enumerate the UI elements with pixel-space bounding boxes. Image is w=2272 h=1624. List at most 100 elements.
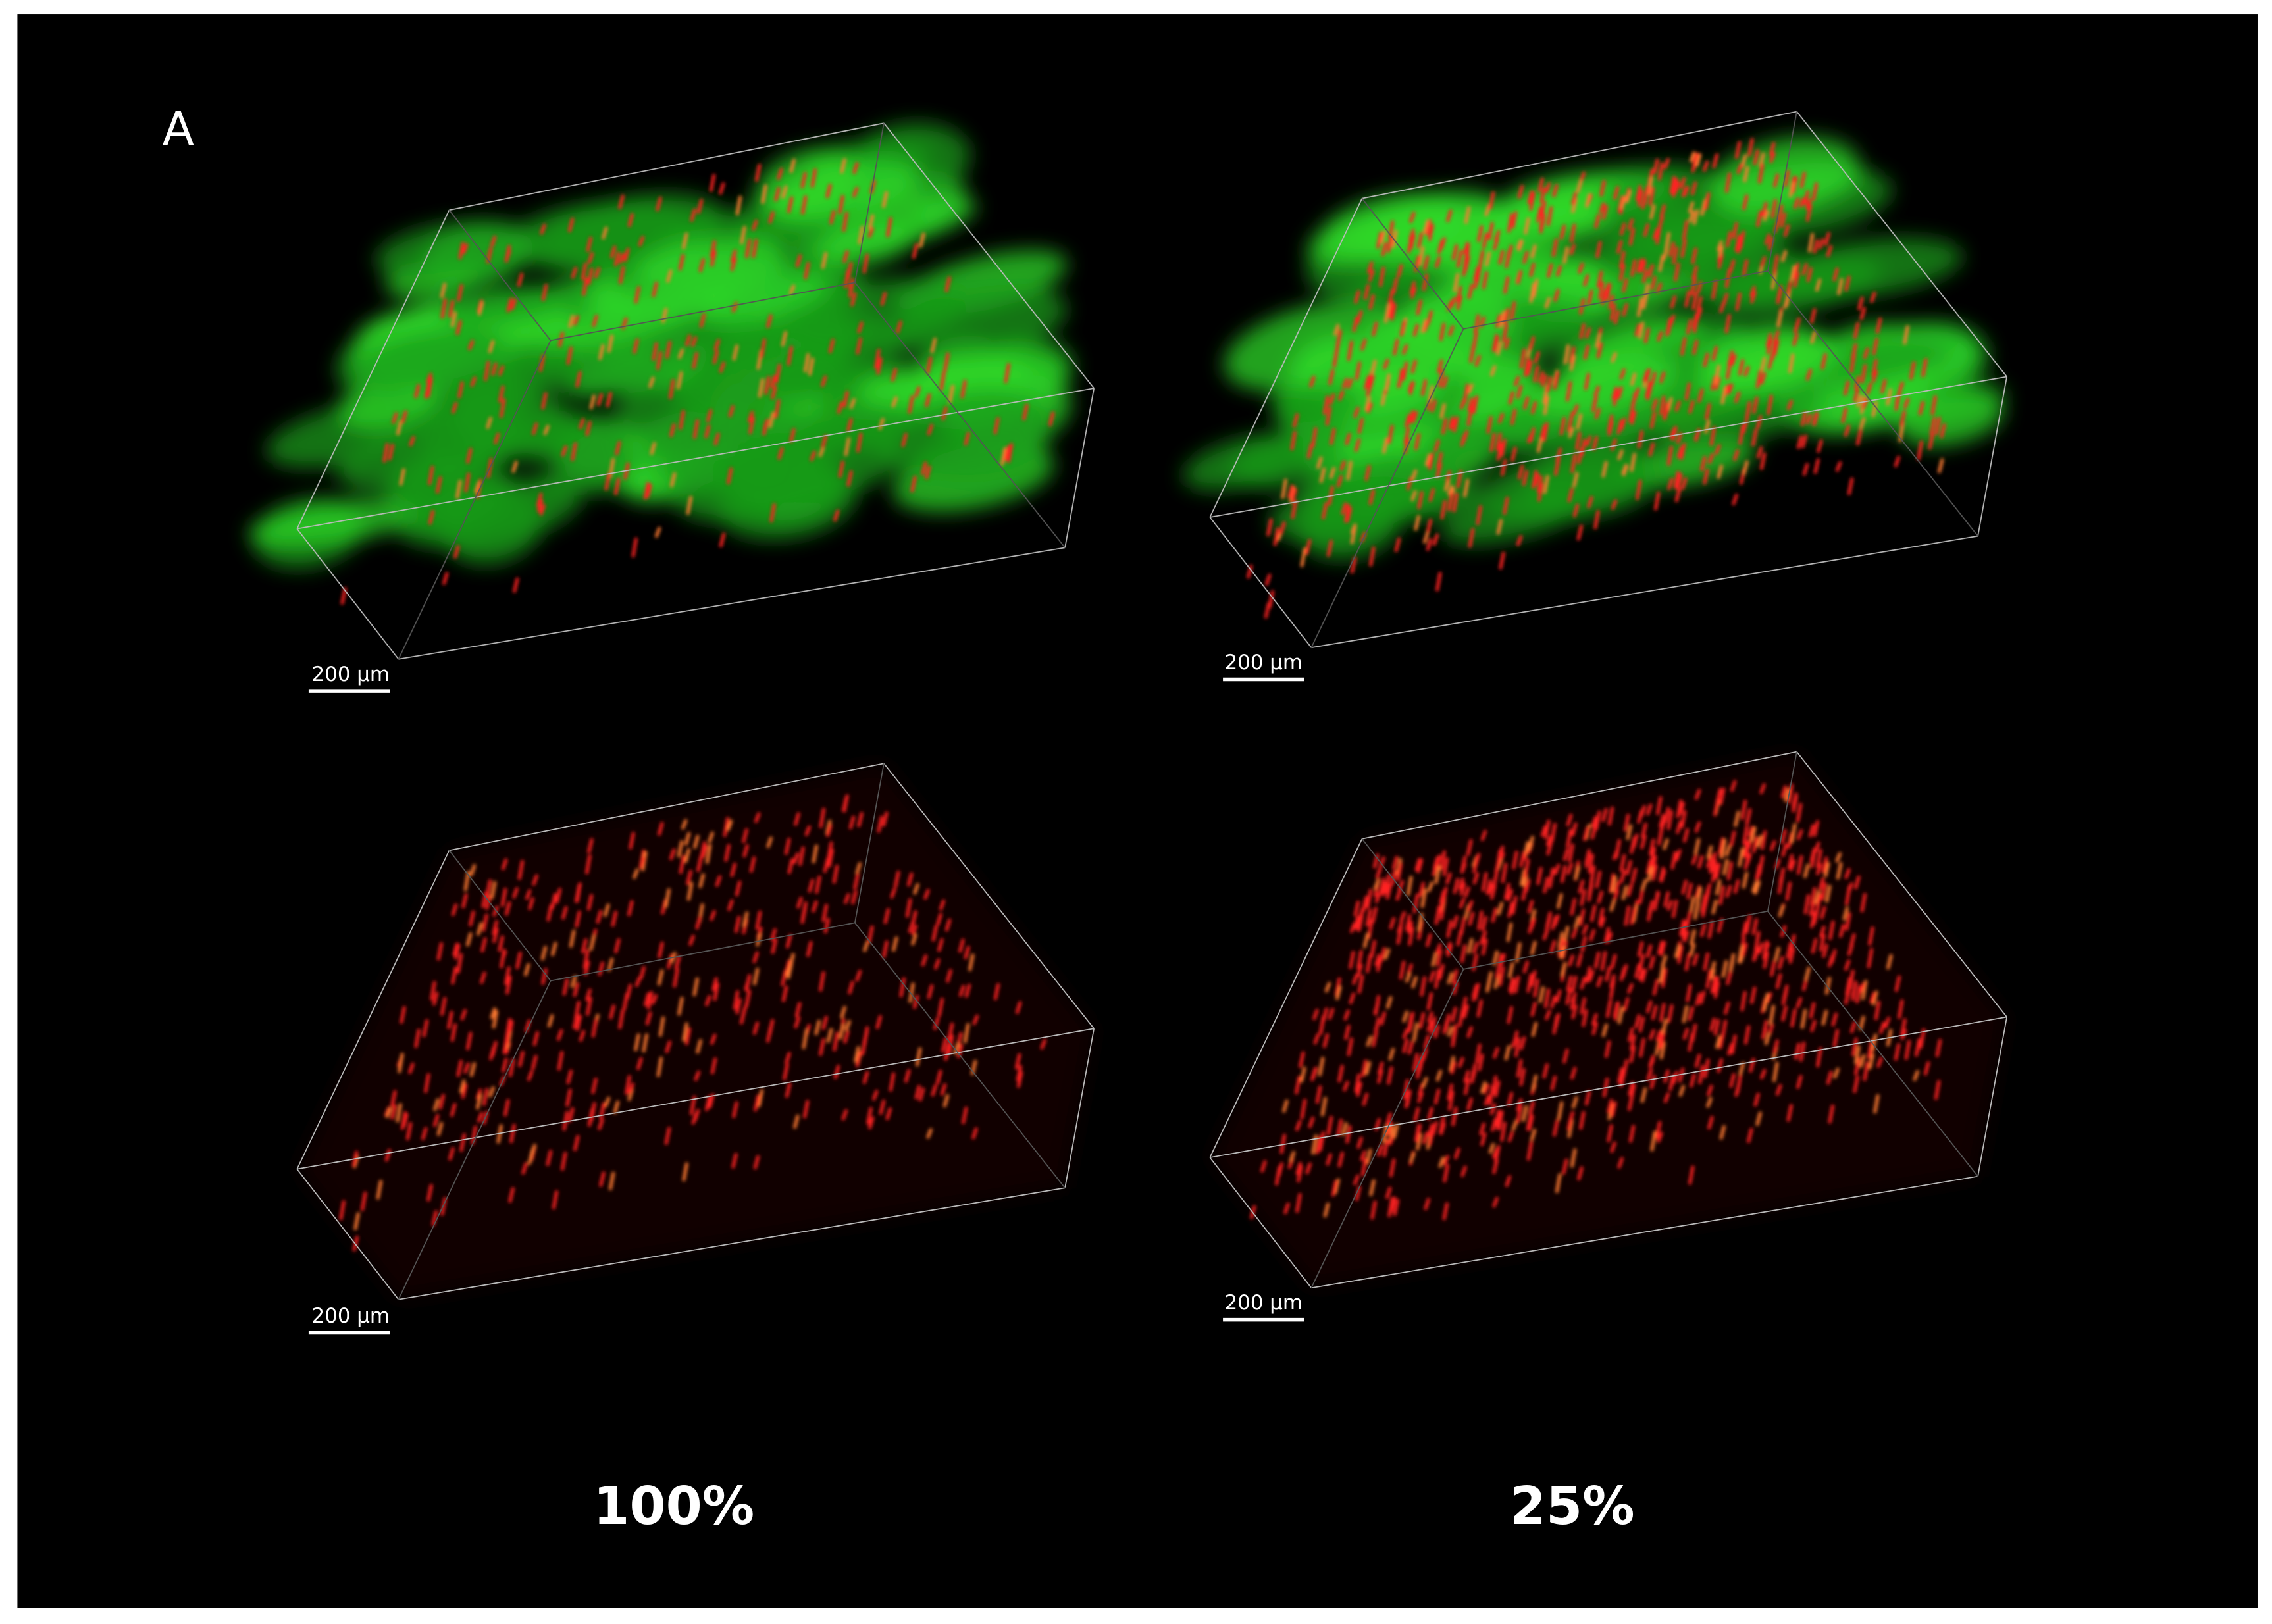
cell [1472,984,1478,998]
cell [1373,1001,1380,1015]
cell [1676,432,1683,444]
cell [598,961,604,977]
cell [1537,482,1544,502]
cell [470,376,477,388]
cell [1657,162,1664,181]
cell [1844,380,1850,396]
cell [821,434,827,449]
cell [1630,411,1637,425]
cell [1804,966,1811,981]
cell [1795,997,1803,1009]
cell [1549,940,1557,953]
cell [594,266,600,279]
cell [801,901,808,920]
cell [1563,344,1570,365]
cell [492,928,499,944]
cell [1742,942,1748,957]
cell [1828,920,1835,940]
cell [1489,1103,1497,1115]
cell [1507,244,1513,261]
cell [810,168,817,188]
cell [1657,330,1663,342]
cell [1609,899,1616,912]
scale-bar-label: 200 µm [1225,1291,1303,1315]
cell [1675,849,1682,861]
cell [1599,916,1606,928]
cell [1715,377,1721,390]
cell [627,213,634,228]
cell [1770,199,1777,219]
cell [1456,470,1462,489]
cell [1542,1063,1549,1079]
cell [488,340,495,353]
box-edge [398,1187,1066,1300]
cell [1578,263,1584,274]
cell [1630,836,1636,854]
cell [1863,347,1869,359]
cell [1531,1075,1538,1091]
cell [1585,327,1591,339]
cell [1507,1006,1513,1025]
cell [1666,397,1673,412]
cell [1553,1119,1559,1137]
cell [1411,469,1418,481]
cell [1649,838,1655,856]
cell [511,461,518,473]
cell [821,1015,828,1030]
box-edge [297,388,1095,530]
cell [606,392,613,408]
cell [652,281,658,297]
cell [1364,465,1371,482]
cell [1611,352,1617,363]
cell [1803,894,1811,915]
cell [1706,845,1713,859]
cell [713,982,719,1002]
cell [1475,1043,1482,1064]
cell [1511,896,1518,915]
cell [1416,1063,1422,1079]
cell [1390,303,1397,321]
cell [651,994,658,1005]
cell [1571,822,1578,837]
cell [754,812,761,823]
cell [1621,885,1628,900]
cell [1652,978,1659,996]
cell [918,1087,925,1102]
cell [1666,445,1673,466]
cell [1360,1150,1366,1161]
cell [1583,344,1590,360]
cell [947,1022,954,1041]
cell [1399,320,1406,337]
cell [1423,321,1430,332]
cell [670,472,677,488]
cell [1402,1038,1408,1053]
cell [537,499,544,513]
cell [1672,246,1678,265]
cell [1628,228,1635,246]
cell [728,405,735,417]
cell [1742,460,1749,475]
cell [710,240,716,259]
cell [1600,951,1607,971]
cell [927,984,934,1000]
box-edge [1767,270,1978,537]
cell [1613,1002,1619,1018]
cell [1654,491,1661,511]
cell [505,975,512,995]
cell [562,1111,569,1131]
cell [719,532,726,547]
cell [1569,355,1576,371]
cell [1527,190,1534,205]
cell [1550,823,1557,843]
cell [1313,1033,1320,1045]
cell [1516,1105,1522,1124]
cell [1370,359,1377,375]
cell [1623,813,1630,832]
cell [1281,478,1287,499]
cell [1717,1058,1723,1073]
cell [1709,961,1717,977]
cell [1772,254,1779,275]
cell [1859,417,1866,430]
cell [1493,1047,1499,1059]
cell [774,399,781,419]
